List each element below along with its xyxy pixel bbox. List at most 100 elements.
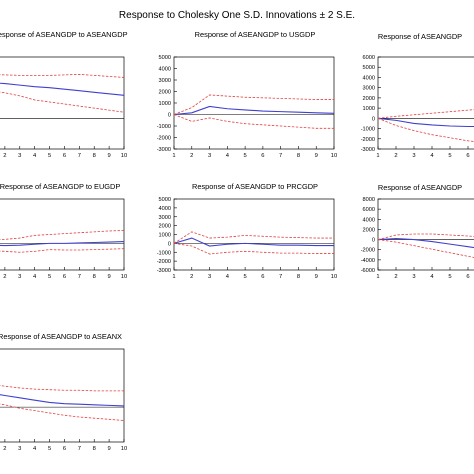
- panel-title: Response of ASEANGDP to ASEANGDP: [0, 30, 128, 39]
- y-tick-label: 2000: [159, 90, 171, 96]
- y-tick-label: 0: [372, 238, 375, 244]
- y-tick-label: 1000: [159, 233, 171, 239]
- y-tick-label: 3000: [363, 86, 375, 92]
- y-tick-label: -2000: [157, 259, 171, 265]
- plot-frame: [0, 56, 125, 150]
- y-tick-label: -2000: [361, 248, 375, 254]
- plot-frame: [173, 198, 335, 271]
- x-tick-label: 8: [93, 446, 96, 452]
- x-tick-label: 1: [172, 153, 175, 159]
- y-tick-label: 4000: [159, 206, 171, 212]
- x-tick-label: 2: [3, 153, 6, 159]
- x-tick-label: 4: [226, 153, 230, 159]
- panel-title: Response of ASEANGDP: [378, 32, 462, 41]
- y-tick-label: 4000: [363, 217, 375, 223]
- upper-band-line: [173, 231, 334, 244]
- x-tick-label: 9: [107, 153, 110, 159]
- x-tick-label: 3: [412, 153, 415, 159]
- x-tick-label: 2: [190, 274, 193, 280]
- figure-title: Response to Cholesky One S.D. Innovation…: [118, 10, 356, 21]
- x-tick-label: 10: [121, 446, 127, 452]
- upper-band-line: [173, 94, 334, 115]
- plot-frame: [173, 56, 335, 150]
- y-tick-label: 5000: [159, 197, 171, 203]
- y-tick-label: 6000: [363, 207, 375, 213]
- x-tick-label: 8: [297, 153, 300, 159]
- lower-band-line: [0, 248, 125, 253]
- x-tick-label: 9: [315, 274, 318, 280]
- x-tick-label: 6: [63, 274, 66, 280]
- plot-frame: [377, 198, 474, 271]
- x-tick-label: 7: [78, 274, 81, 280]
- x-tick-label: 5: [243, 274, 246, 280]
- x-tick-label: 9: [315, 153, 318, 159]
- x-tick-label: 4: [33, 153, 37, 159]
- panel-3: Response of ASEANGDP 6000 5000 4000 3000 2000…: [361, 32, 474, 159]
- x-tick-label: 6: [63, 153, 66, 159]
- plot-frame: [0, 198, 125, 271]
- x-tick-label: 5: [448, 274, 451, 280]
- y-tick-label: 3000: [159, 78, 171, 84]
- lower-band-line: [0, 91, 125, 113]
- panel-title: Response of ASEANGDP to EUGDP: [0, 182, 120, 191]
- x-tick-label: 10: [121, 153, 127, 159]
- y-tick-label: -4000: [361, 258, 375, 264]
- response-line: [377, 117, 474, 128]
- y-tick-label: 2000: [159, 224, 171, 230]
- x-tick-label: 9: [107, 446, 110, 452]
- panel-title: Response of ASEANGDP to USGDP: [195, 30, 316, 39]
- x-tick-label: 3: [18, 446, 21, 452]
- upper-band-line: [377, 233, 474, 240]
- panel-1: Response of ASEANGDP to ASEANGDP12345678…: [0, 30, 128, 159]
- y-tick-label: -6000: [361, 268, 375, 274]
- x-tick-label: 5: [48, 446, 51, 452]
- y-tick-label: -1000: [361, 127, 375, 133]
- x-tick-label: 4: [430, 153, 434, 159]
- panel-7: Response of ASEANGDP to ASEANX1234567891…: [0, 332, 127, 452]
- y-tick-label: 0: [168, 113, 171, 119]
- y-tick-label: 2000: [363, 96, 375, 102]
- upper-band-line: [0, 230, 125, 240]
- x-tick-label: 4: [226, 274, 230, 280]
- response-line: [377, 238, 474, 249]
- upper-band-line: [377, 109, 474, 119]
- y-tick-label: -2000: [361, 137, 375, 143]
- x-tick-label: 3: [208, 153, 211, 159]
- x-tick-label: 8: [93, 274, 96, 280]
- panel-2: Response of ASEANGDP to USGDP 5000 4000 300…: [157, 30, 338, 159]
- y-tick-label: 5000: [159, 55, 171, 61]
- y-tick-label: -1000: [157, 250, 171, 256]
- y-tick-label: -3000: [157, 147, 171, 153]
- panel-5: Response of ASEANGDP to PRCGDP5000400030…: [157, 182, 338, 280]
- panel-title: Response of ASEANGDP to PRCGDP: [192, 182, 318, 191]
- y-tick-label: 4000: [363, 75, 375, 81]
- plot-frame: [377, 56, 474, 150]
- lower-band-line: [173, 242, 334, 255]
- y-tick-label: 6000: [363, 55, 375, 61]
- x-tick-label: 2: [394, 274, 397, 280]
- panel-title: Response of ASEANGDP to ASEANX: [0, 332, 122, 341]
- x-tick-label: 7: [78, 446, 81, 452]
- response-line: [0, 241, 125, 247]
- x-tick-label: 3: [208, 274, 211, 280]
- y-tick-label: 8000: [363, 197, 375, 203]
- y-tick-label: 0: [168, 241, 171, 247]
- x-tick-label: 4: [33, 446, 37, 452]
- x-tick-label: 2: [190, 153, 193, 159]
- y-tick-label: 3000: [159, 215, 171, 221]
- x-tick-label: 6: [261, 153, 264, 159]
- lower-band-line: [377, 239, 474, 258]
- x-tick-label: 6: [466, 274, 469, 280]
- x-tick-label: 10: [331, 153, 337, 159]
- upper-band-line: [0, 73, 125, 78]
- x-tick-label: 1: [376, 153, 379, 159]
- response-line: [0, 394, 125, 407]
- y-tick-label: 0: [372, 116, 375, 122]
- x-tick-label: 3: [412, 274, 415, 280]
- x-tick-label: 4: [430, 274, 434, 280]
- y-tick-label: -1000: [157, 124, 171, 130]
- upper-band-line: [0, 385, 124, 392]
- lower-band-line: [173, 114, 334, 129]
- x-tick-label: 10: [331, 274, 337, 280]
